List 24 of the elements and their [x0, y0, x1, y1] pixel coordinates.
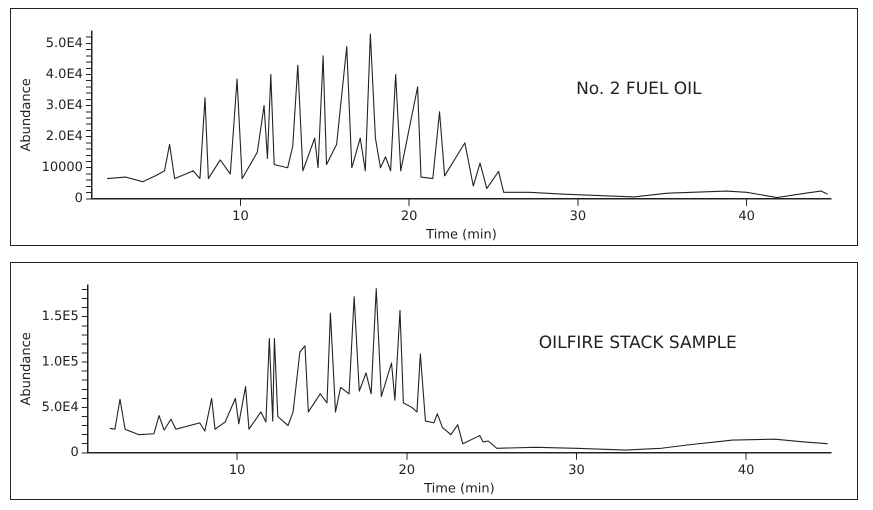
y-tick-label: 5.0E4	[46, 36, 83, 51]
x-tick-label: 40	[738, 208, 755, 224]
y-tick-label: 5.0E4	[42, 400, 79, 415]
x-tick-label: 40	[738, 462, 754, 478]
text: OILFIRE STACK SAMPLE	[538, 333, 737, 354]
y-tick-label: 4.0E4	[46, 66, 83, 82]
y-tick-label: 0	[70, 445, 79, 460]
y-tick-label: 0	[74, 191, 83, 206]
y-tick-label: 2.0E4	[46, 129, 83, 144]
y-tick-label: 1.0E5	[42, 354, 79, 370]
text: No. 2 FUEL OIL	[576, 79, 702, 100]
x-tick-label: 30	[568, 462, 585, 478]
x-axis-title: Time (min)	[425, 228, 497, 243]
x-tick-label: 10	[232, 208, 249, 224]
x-tick-label: 30	[570, 208, 586, 224]
x-tick-label: 10	[228, 462, 246, 478]
y-tick-label: 3.0E4	[46, 98, 83, 113]
y-tick-label: 10000	[42, 160, 83, 176]
y-tick-label: 1.5E5	[42, 309, 79, 324]
x-tick-label: 20	[400, 208, 418, 224]
y-axis-title: Abundance	[19, 78, 34, 152]
x-tick-label: 20	[398, 462, 416, 478]
y-axis-title: Abundance	[19, 332, 34, 406]
x-axis-title: Time (min)	[423, 482, 495, 497]
